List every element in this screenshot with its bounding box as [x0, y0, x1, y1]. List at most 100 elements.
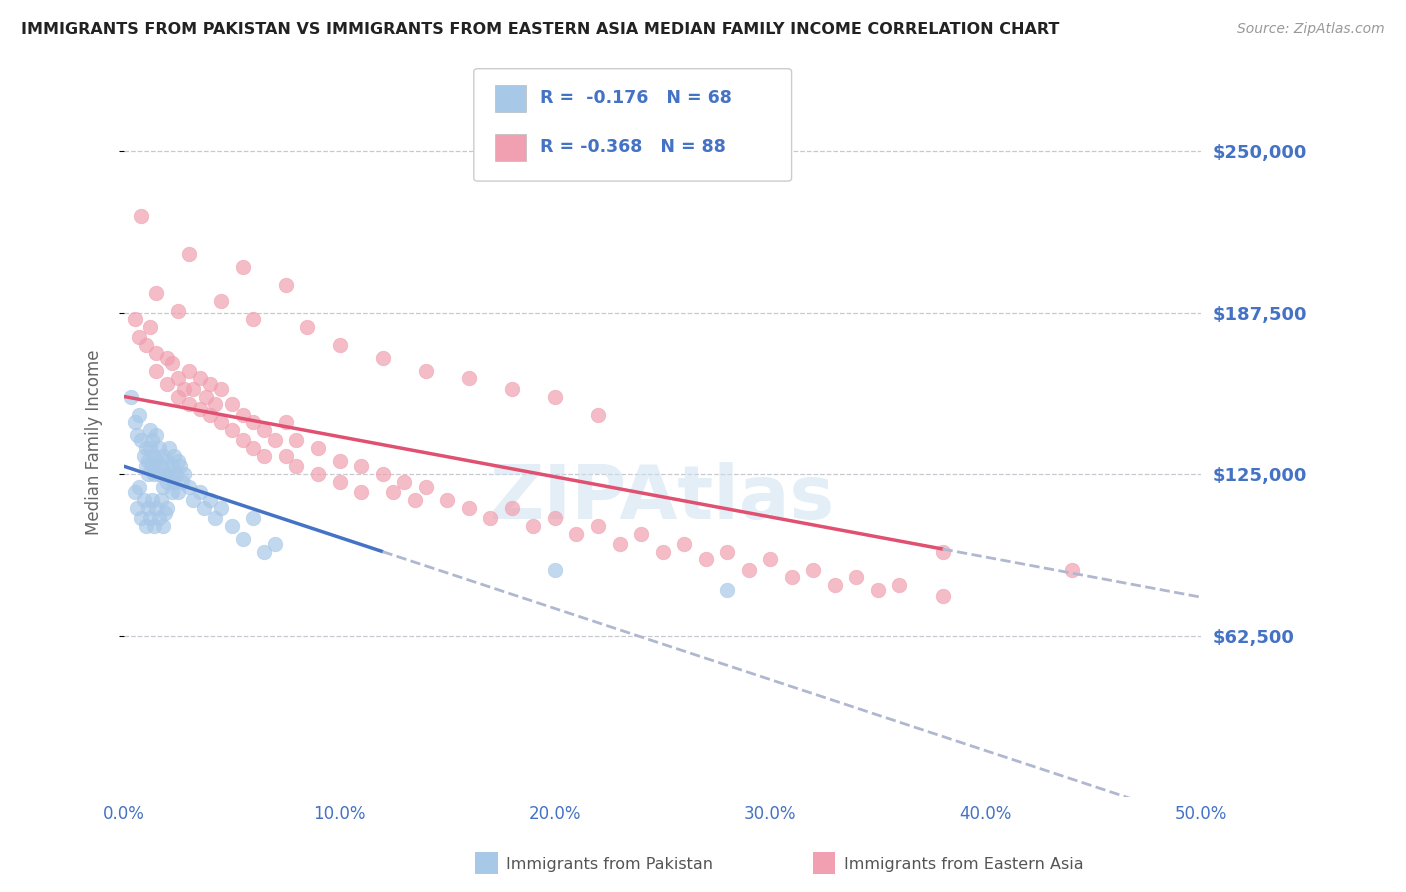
Point [135, 459, 157, 474]
Point [738, 563, 761, 577]
Point [866, 583, 889, 598]
Point [181, 382, 204, 396]
Point [125, 428, 148, 442]
Point [200, 408, 222, 422]
Point [143, 467, 166, 481]
Point [931, 544, 953, 558]
Point [120, 390, 142, 404]
Point [232, 434, 254, 448]
Point [307, 441, 329, 455]
Point [457, 500, 479, 515]
Point [172, 475, 194, 489]
Point [673, 537, 696, 551]
Point [307, 467, 329, 481]
Point [145, 345, 167, 359]
Point [156, 475, 179, 489]
Point [177, 247, 200, 261]
Point [501, 500, 523, 515]
Point [565, 526, 588, 541]
Point [149, 459, 172, 474]
Point [167, 454, 190, 468]
Point [371, 351, 394, 365]
Point [285, 459, 308, 474]
Point [274, 416, 297, 430]
Point [209, 293, 232, 308]
Point [128, 480, 150, 494]
Point [163, 475, 186, 489]
Point [160, 459, 183, 474]
Point [328, 454, 350, 468]
Point [716, 583, 738, 598]
Point [143, 449, 166, 463]
Point [167, 304, 190, 318]
Point [285, 434, 308, 448]
Point [128, 408, 150, 422]
Point [586, 518, 609, 533]
Point [232, 260, 254, 275]
Point [145, 364, 167, 378]
Point [177, 480, 200, 494]
Point [436, 492, 458, 507]
Point [188, 371, 211, 385]
Point [132, 492, 155, 507]
Point [135, 338, 157, 352]
Point [167, 390, 190, 404]
Point [157, 441, 180, 455]
Point [193, 500, 215, 515]
Point [931, 589, 953, 603]
Point [716, 544, 738, 558]
Point [194, 390, 217, 404]
Point [125, 500, 148, 515]
Point [350, 459, 373, 474]
Text: ZIPAtlas: ZIPAtlas [491, 462, 835, 535]
Point [209, 500, 232, 515]
Y-axis label: Median Family Income: Median Family Income [86, 349, 103, 534]
Text: IMMIGRANTS FROM PAKISTAN VS IMMIGRANTS FROM EASTERN ASIA MEDIAN FAMILY INCOME CO: IMMIGRANTS FROM PAKISTAN VS IMMIGRANTS F… [21, 22, 1060, 37]
Point [232, 408, 254, 422]
Point [242, 416, 264, 430]
Point [124, 416, 146, 430]
Point [157, 467, 180, 481]
Point [152, 449, 174, 463]
Point [163, 449, 186, 463]
Point [128, 330, 150, 344]
Point [824, 578, 846, 592]
Point [264, 434, 287, 448]
Point [457, 371, 479, 385]
Point [264, 537, 287, 551]
Point [152, 480, 174, 494]
Point [153, 467, 176, 481]
Point [156, 376, 179, 391]
Point [328, 475, 350, 489]
Point [139, 441, 162, 455]
Point [145, 286, 167, 301]
Point [371, 467, 394, 481]
Point [153, 506, 176, 520]
Point [200, 492, 222, 507]
Point [544, 390, 567, 404]
Point [181, 492, 204, 507]
Point [169, 459, 191, 474]
Point [274, 449, 297, 463]
Point [415, 480, 437, 494]
Point [143, 518, 166, 533]
Point [149, 492, 172, 507]
Point [274, 278, 297, 293]
Point [630, 526, 652, 541]
Point [479, 511, 502, 525]
Point [586, 408, 609, 422]
Point [780, 570, 803, 584]
Point [141, 459, 163, 474]
Point [609, 537, 631, 551]
Point [165, 467, 187, 481]
Point [253, 423, 276, 437]
Point [415, 364, 437, 378]
Point [200, 376, 222, 391]
Point [382, 485, 405, 500]
Point [404, 492, 426, 507]
Point [177, 397, 200, 411]
Point [242, 312, 264, 326]
Point [253, 544, 276, 558]
Point [141, 434, 163, 448]
Point [695, 552, 717, 566]
